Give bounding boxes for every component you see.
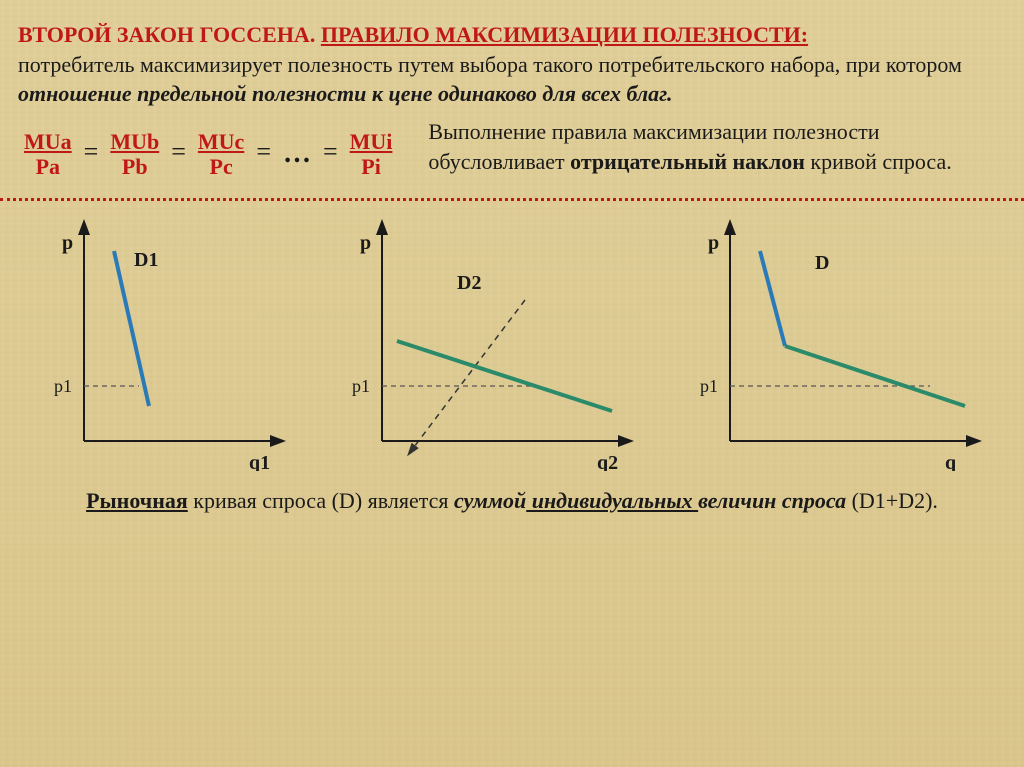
bottom-t1: кривая спроса (D) является [188,488,454,513]
svg-text:D2: D2 [457,272,481,294]
frac-c: MUcPc [198,129,244,180]
svg-text:p: p [360,232,371,254]
intro-emphasis: отношение предельной полезности к цене о… [18,81,673,106]
formula: MUaPa = MUbPb = MUcPc = … = MUiPi [18,117,398,180]
svg-text:q2: q2 [597,452,618,471]
intro-text: потребитель максимизирует полезность пут… [18,52,962,77]
title-rule: ПРАВИЛО МАКСИМИЗАЦИИ ПОЛЕЗНОСТИ: [321,22,808,47]
title-law: ВТОРОЙ ЗАКОН ГОССЕНА. [18,22,321,47]
eq-3: = [256,139,271,165]
explanation-text: Выполнение правила максимизации полезнос… [398,117,1006,176]
frac-i: MUiPi [350,129,393,180]
formula-row: MUaPa = MUbPb = MUcPc = … = MUiPi Выполн… [0,109,1024,180]
eq-4: = [323,139,338,165]
bottom-i1: суммой [454,488,526,513]
bottom-t2: (D1+D2). [846,488,938,513]
explanation-bold: отрицательный наклон [570,149,805,174]
svg-text:p1: p1 [352,376,370,396]
svg-text:p1: p1 [700,376,718,396]
bottom-u1: Рыночная [86,488,188,513]
svg-text:q: q [945,452,956,471]
chart-d2: p q2 p1 D2 [342,211,642,476]
explanation-part2: кривой спроса. [805,149,952,174]
frac-a: MUaPa [24,129,72,180]
chart-d: p q p1 D [690,211,990,476]
eq-2: = [171,139,186,165]
svg-text:D1: D1 [134,249,158,271]
title-block: ВТОРОЙ ЗАКОН ГОССЕНА. ПРАВИЛО МАКСИМИЗАЦ… [0,0,1024,109]
svg-text:p1: p1 [54,376,72,396]
chart-d1: p q1 p1 D1 [34,211,294,476]
svg-text:D: D [815,252,829,274]
ellipsis: … [283,138,311,170]
bottom-text: Рыночная кривая спроса (D) является сумм… [0,476,1024,516]
eq-1: = [84,139,99,165]
bottom-iu1: индивидуальных [526,488,698,513]
svg-text:q1: q1 [249,452,270,471]
svg-text:p: p [708,232,719,254]
bottom-i2: величин спроса [698,488,846,513]
svg-text:p: p [62,232,73,254]
charts-row: p q1 p1 D1 p q2 p1 D2 p q p1 D [0,211,1024,476]
divider [0,198,1024,201]
frac-b: MUbPb [110,129,159,180]
